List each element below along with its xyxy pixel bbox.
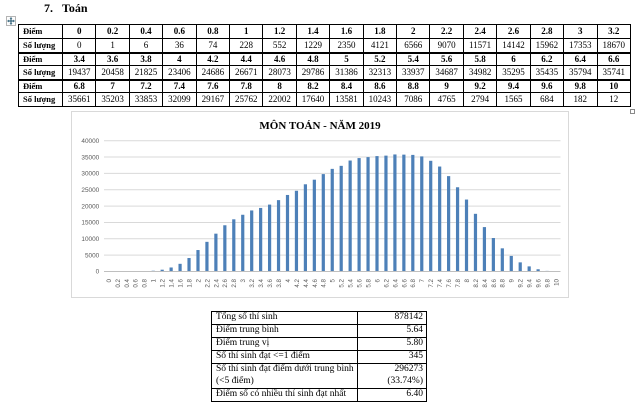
svg-text:8.8: 8.8 <box>500 278 507 287</box>
svg-text:MÔN TOÁN - NĂM 2019: MÔN TOÁN - NĂM 2019 <box>259 119 381 132</box>
svg-text:1.8: 1.8 <box>186 278 193 287</box>
svg-text:9.6: 9.6 <box>536 278 543 287</box>
svg-text:9.2: 9.2 <box>518 278 525 287</box>
svg-text:2: 2 <box>195 278 202 282</box>
svg-text:15000: 15000 <box>81 220 99 227</box>
svg-text:3.6: 3.6 <box>267 278 274 287</box>
svg-text:6.6: 6.6 <box>401 278 408 287</box>
svg-text:4.2: 4.2 <box>294 278 301 287</box>
svg-text:9.8: 9.8 <box>544 278 551 287</box>
svg-text:7.8: 7.8 <box>455 278 462 287</box>
svg-text:10: 10 <box>553 278 560 285</box>
svg-text:0.6: 0.6 <box>133 278 140 287</box>
svg-text:3: 3 <box>240 278 247 282</box>
svg-text:3.4: 3.4 <box>258 278 265 287</box>
svg-text:7.6: 7.6 <box>446 278 453 287</box>
svg-text:4.4: 4.4 <box>303 278 310 287</box>
svg-text:3.8: 3.8 <box>276 278 283 287</box>
svg-text:5000: 5000 <box>85 252 100 259</box>
svg-text:20000: 20000 <box>81 203 99 210</box>
svg-text:3.2: 3.2 <box>249 278 256 287</box>
svg-text:9.4: 9.4 <box>527 278 534 287</box>
svg-text:2.6: 2.6 <box>222 278 229 287</box>
svg-text:5: 5 <box>330 278 337 282</box>
svg-text:2.2: 2.2 <box>204 278 211 287</box>
svg-text:0.4: 0.4 <box>124 278 131 287</box>
svg-text:6.4: 6.4 <box>392 278 399 287</box>
svg-text:8: 8 <box>464 278 471 282</box>
svg-text:6: 6 <box>374 278 381 282</box>
svg-text:9: 9 <box>509 278 516 282</box>
svg-text:4.8: 4.8 <box>321 278 328 287</box>
svg-text:35000: 35000 <box>81 154 99 161</box>
svg-text:6.2: 6.2 <box>383 278 390 287</box>
svg-text:6.8: 6.8 <box>410 278 417 287</box>
svg-text:7.4: 7.4 <box>437 278 444 287</box>
svg-text:2.8: 2.8 <box>231 278 238 287</box>
svg-text:7.2: 7.2 <box>428 278 435 287</box>
svg-text:0: 0 <box>106 278 113 282</box>
svg-text:8.4: 8.4 <box>482 278 489 287</box>
svg-text:4.6: 4.6 <box>312 278 319 287</box>
svg-text:8.6: 8.6 <box>491 278 498 287</box>
svg-text:4: 4 <box>285 278 292 282</box>
svg-text:5.6: 5.6 <box>357 278 364 287</box>
svg-text:1: 1 <box>151 278 158 282</box>
svg-text:0.8: 0.8 <box>142 278 149 287</box>
svg-text:0.2: 0.2 <box>115 278 122 287</box>
svg-text:7: 7 <box>419 278 426 282</box>
svg-text:40000: 40000 <box>81 138 99 145</box>
svg-text:0: 0 <box>96 269 100 276</box>
svg-text:2.4: 2.4 <box>213 278 220 287</box>
svg-text:25000: 25000 <box>81 187 99 194</box>
svg-text:30000: 30000 <box>81 171 99 178</box>
svg-text:1.2: 1.2 <box>160 278 167 287</box>
svg-text:10000: 10000 <box>81 236 99 243</box>
svg-text:5.2: 5.2 <box>339 278 346 287</box>
svg-text:5.8: 5.8 <box>365 278 372 287</box>
svg-text:8.2: 8.2 <box>473 278 480 287</box>
svg-text:1.4: 1.4 <box>169 278 176 287</box>
svg-text:5.4: 5.4 <box>348 278 355 287</box>
svg-text:1.6: 1.6 <box>177 278 184 287</box>
